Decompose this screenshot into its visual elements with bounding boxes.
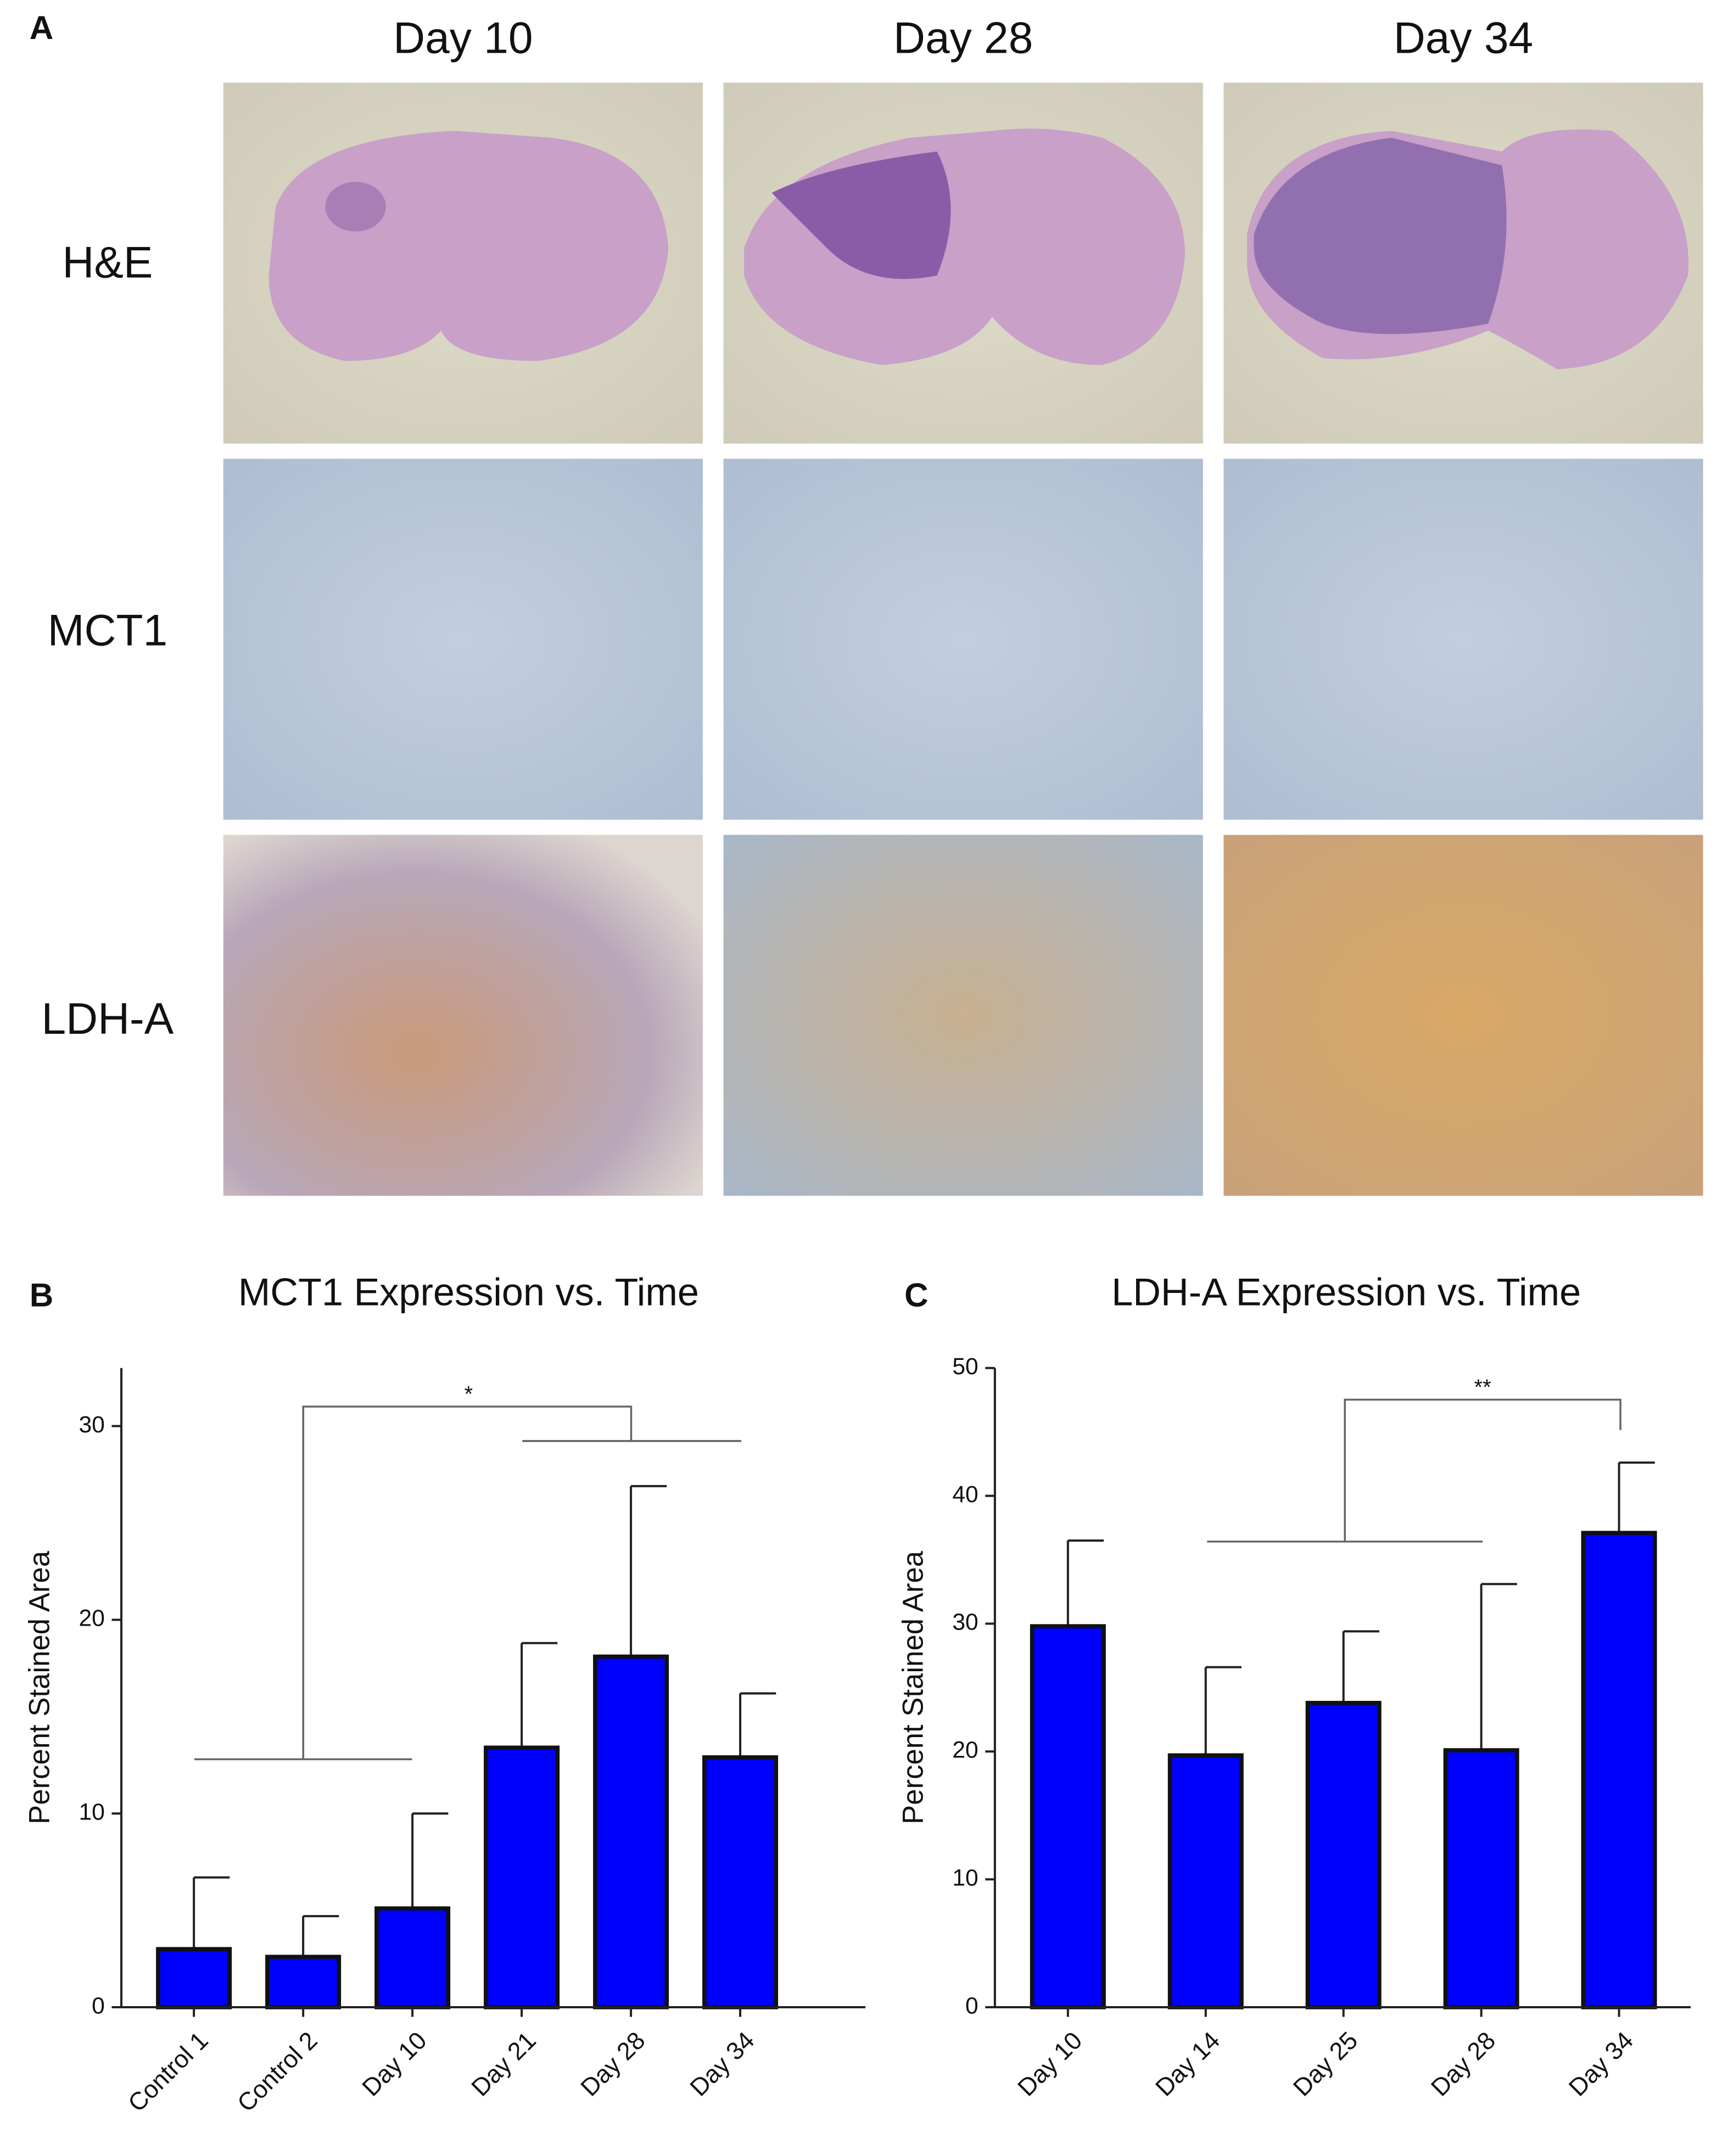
bar (702, 1755, 779, 2009)
bar (1030, 1624, 1106, 2009)
y-tick-label: 0 (92, 1992, 105, 2019)
y-axis-label: Percent Stained Area (23, 1550, 55, 1824)
y-tick-label: 20 (79, 1605, 104, 1632)
bar (1581, 1531, 1657, 2009)
annotation: * (465, 1381, 473, 1406)
image (223, 835, 703, 1196)
column-label: Day 34 (1394, 13, 1533, 63)
panel-label: A (30, 9, 54, 46)
x-tick-label: Control 2 (232, 2026, 323, 2118)
annotation: ** (1474, 1375, 1491, 1399)
bar (593, 1654, 669, 2009)
x-tick-label: Day 28 (575, 2026, 650, 2102)
axis (993, 1368, 1691, 2009)
column-label: Day 28 (893, 13, 1033, 63)
row-label: LDH-A (41, 994, 174, 1044)
y-axis-label: Percent Stained Area (897, 1550, 929, 1824)
bar (1167, 1753, 1244, 2009)
x-tick-label: Day 28 (1425, 2026, 1501, 2102)
image (1223, 458, 1703, 820)
y-tick-label: 0 (965, 1992, 978, 2019)
y-tick-label: 10 (952, 1864, 978, 1891)
bar (374, 1906, 451, 2009)
bar (1305, 1701, 1382, 2009)
tumor (325, 182, 386, 232)
panel-label: C (904, 1276, 929, 1314)
bar (1443, 1748, 1519, 2009)
x-tick-label: Day 34 (684, 2026, 759, 2102)
y-tick-label: 10 (79, 1799, 104, 1825)
image (223, 458, 703, 820)
x-tick-label: Control 1 (122, 2026, 214, 2118)
bar (484, 1745, 560, 2009)
panel-a: A Day 10 Day 28 Day 34 H&E MCT1 LDH-A (30, 9, 1703, 1196)
y-tick-label: 50 (952, 1353, 978, 1380)
panel-label: B (30, 1276, 54, 1314)
image (723, 835, 1203, 1196)
chart-title: LDH-A Expression vs. Time (1111, 1270, 1581, 1313)
significance-bracket (1207, 1398, 1621, 1543)
x-tick-label: Day 25 (1288, 2026, 1363, 2102)
x-tick-label: Day 14 (1150, 2026, 1225, 2102)
x-tick-label: Day 10 (1012, 2026, 1087, 2102)
row-label: MCT1 (48, 606, 168, 655)
bar (265, 1955, 342, 2009)
image (1223, 835, 1703, 1196)
x-tick-label: Day 21 (466, 2026, 541, 2102)
y-tick-label: 40 (952, 1481, 978, 1508)
x-tick-label: Day 34 (1563, 2026, 1638, 2102)
tissue (269, 131, 669, 361)
image (723, 458, 1203, 820)
y-tick-label: 30 (952, 1609, 978, 1636)
y-tick-label: 30 (79, 1412, 104, 1438)
x-tick-label: Day 10 (356, 2026, 432, 2102)
brackets (194, 1398, 1621, 1761)
significance-bracket (194, 1405, 742, 1761)
column-label: Day 10 (393, 13, 533, 63)
tumor (771, 152, 951, 279)
axis (120, 1368, 866, 2009)
y-tick-label: 20 (952, 1737, 978, 1763)
row-label: H&E (62, 238, 153, 287)
chart-title: MCT1 Expression vs. Time (238, 1270, 699, 1313)
bar (156, 1947, 232, 2009)
tumor (1254, 137, 1507, 334)
